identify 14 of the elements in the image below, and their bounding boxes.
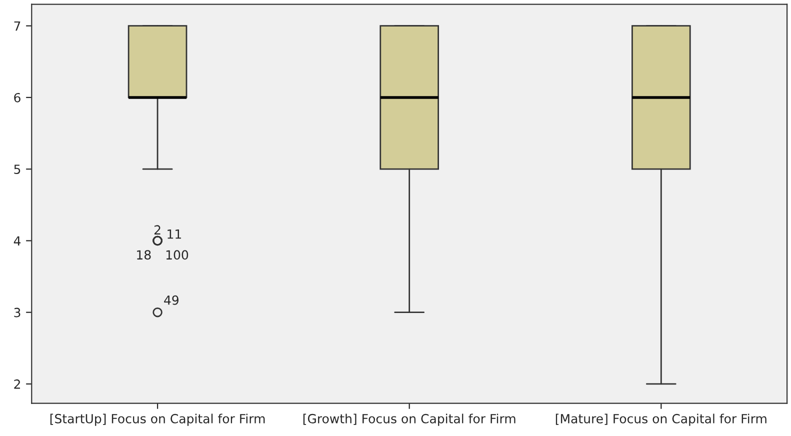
annotation: 11	[168, 229, 182, 239]
y-tick-label: 3	[14, 308, 20, 318]
x-tick-label: [StartUp] Focus on Capital for Firm	[50, 414, 265, 426]
x-tick-label: [Growth] Focus on Capital for Firm	[303, 414, 516, 426]
annotation: 2	[154, 225, 160, 234]
annotation: 100	[166, 250, 188, 260]
annotation: 18	[137, 250, 151, 260]
x-tick-label: [Mature] Focus on Capital for Firm	[556, 414, 766, 426]
y-tick-label: 2	[14, 379, 20, 389]
y-tick-label: 5	[14, 164, 20, 174]
y-tick-label: 6	[14, 92, 20, 102]
annotation: 49	[164, 295, 179, 305]
y-tick-label: 7	[14, 21, 20, 31]
y-tick-label: 4	[14, 236, 21, 246]
